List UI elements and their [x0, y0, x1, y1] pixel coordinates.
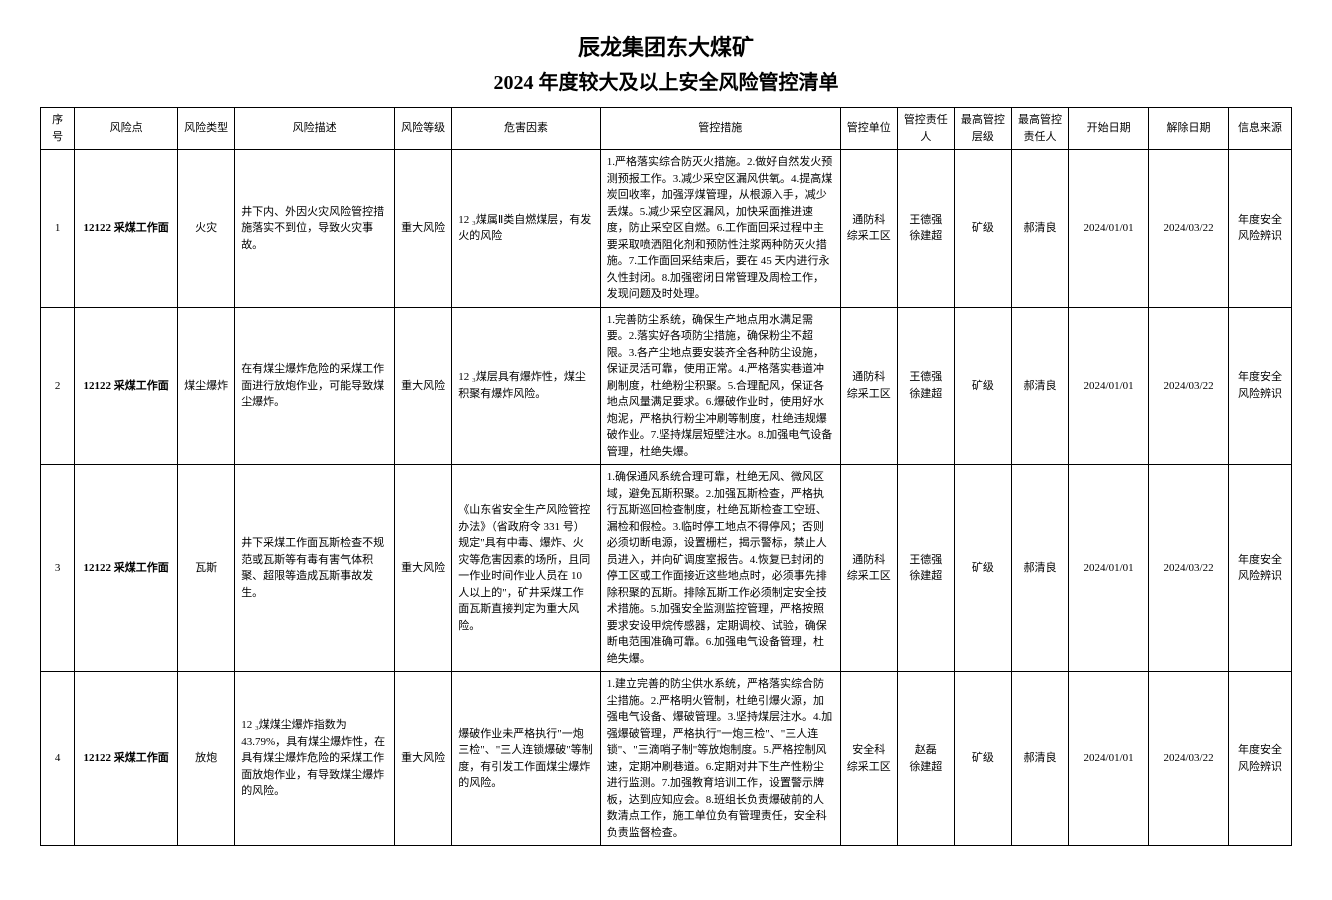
cell-ctrl_level: 矿级: [954, 307, 1011, 465]
cell-type: 煤尘爆炸: [178, 307, 235, 465]
cell-unit: 通防科综采工区: [840, 150, 897, 308]
risk-table: 序号 风险点 风险类型 风险描述 风险等级 危害因素 管控措施 管控单位 管控责…: [40, 107, 1292, 846]
cell-type: 瓦斯: [178, 465, 235, 672]
cell-source: 年度安全风险辨识: [1229, 465, 1292, 672]
cell-person: 王德强徐建超: [897, 150, 954, 308]
cell-point: 12122 采煤工作面: [75, 307, 178, 465]
table-row: 312122 采煤工作面瓦斯井下采煤工作面瓦斯检查不规范或瓦斯等有毒有害气体积聚…: [41, 465, 1292, 672]
cell-person: 赵磊徐建超: [897, 672, 954, 846]
cell-level: 重大风险: [395, 672, 452, 846]
cell-end: 2024/03/22: [1149, 465, 1229, 672]
cell-type: 放炮: [178, 672, 235, 846]
cell-hazard: 《山东省安全生产风险管控办法》（省政府令 331 号）规定"具有中毒、爆炸、火灾…: [452, 465, 601, 672]
header-unit: 管控单位: [840, 108, 897, 150]
cell-measure: 1.确保通风系统合理可靠，杜绝无风、微风区域，避免瓦斯积聚。2.加强瓦斯检查，严…: [600, 465, 840, 672]
cell-ctrl_person: 郝清良: [1011, 672, 1068, 846]
cell-person: 王德强徐建超: [897, 465, 954, 672]
cell-source: 年度安全风险辨识: [1229, 307, 1292, 465]
cell-desc: 12 ₃煤煤尘爆炸指数为 43.79%，具有煤尘爆炸性，在具有煤尘爆炸危险的采煤…: [235, 672, 395, 846]
cell-ctrl_person: 郝清良: [1011, 307, 1068, 465]
cell-measure: 1.建立完善的防尘供水系统，严格落实综合防尘措施。2.严格明火管制，杜绝引爆火源…: [600, 672, 840, 846]
cell-ctrl_person: 郝清良: [1011, 150, 1068, 308]
header-person: 管控责任人: [897, 108, 954, 150]
header-end: 解除日期: [1149, 108, 1229, 150]
cell-point: 12122 采煤工作面: [75, 150, 178, 308]
cell-unit: 通防科综采工区: [840, 307, 897, 465]
table-row: 112122 采煤工作面火灾井下内、外因火灾风险管控措施落实不到位，导致火灾事故…: [41, 150, 1292, 308]
title-main: 辰龙集团东大煤矿: [40, 30, 1292, 62]
header-ctrl-level: 最高管控层级: [954, 108, 1011, 150]
cell-end: 2024/03/22: [1149, 150, 1229, 308]
cell-end: 2024/03/22: [1149, 307, 1229, 465]
cell-point: 12122 采煤工作面: [75, 672, 178, 846]
cell-measure: 1.严格落实综合防灭火措施。2.做好自然发火预测预报工作。3.减少采空区漏风供氧…: [600, 150, 840, 308]
cell-ctrl_level: 矿级: [954, 672, 1011, 846]
cell-unit: 安全科综采工区: [840, 672, 897, 846]
cell-start: 2024/01/01: [1069, 150, 1149, 308]
header-point: 风险点: [75, 108, 178, 150]
header-measure: 管控措施: [600, 108, 840, 150]
header-source: 信息来源: [1229, 108, 1292, 150]
cell-point: 12122 采煤工作面: [75, 465, 178, 672]
cell-source: 年度安全风险辨识: [1229, 150, 1292, 308]
title-sub: 2024 年度较大及以上安全风险管控清单: [40, 66, 1292, 95]
cell-measure: 1.完善防尘系统，确保生产地点用水满足需要。2.落实好各项防尘措施，确保粉尘不超…: [600, 307, 840, 465]
cell-desc: 井下采煤工作面瓦斯检查不规范或瓦斯等有毒有害气体积聚、超限等造成瓦斯事故发生。: [235, 465, 395, 672]
cell-desc: 在有煤尘爆炸危险的采煤工作面进行放炮作业，可能导致煤尘爆炸。: [235, 307, 395, 465]
cell-seq: 4: [41, 672, 75, 846]
cell-start: 2024/01/01: [1069, 465, 1149, 672]
cell-start: 2024/01/01: [1069, 672, 1149, 846]
header-hazard: 危害因素: [452, 108, 601, 150]
header-type: 风险类型: [178, 108, 235, 150]
header-desc: 风险描述: [235, 108, 395, 150]
cell-level: 重大风险: [395, 307, 452, 465]
header-ctrl-person: 最高管控责任人: [1011, 108, 1068, 150]
cell-ctrl_level: 矿级: [954, 465, 1011, 672]
cell-hazard: 12 ₃煤属Ⅱ类自燃煤层，有发火的风险: [452, 150, 601, 308]
cell-seq: 3: [41, 465, 75, 672]
cell-hazard: 爆破作业未严格执行"一炮三检"、"三人连锁爆破"等制度，有引发工作面煤尘爆炸的风…: [452, 672, 601, 846]
header-seq: 序号: [41, 108, 75, 150]
header-level: 风险等级: [395, 108, 452, 150]
cell-source: 年度安全风险辨识: [1229, 672, 1292, 846]
cell-level: 重大风险: [395, 150, 452, 308]
cell-type: 火灾: [178, 150, 235, 308]
cell-desc: 井下内、外因火灾风险管控措施落实不到位，导致火灾事故。: [235, 150, 395, 308]
cell-hazard: 12 ₃煤层具有爆炸性，煤尘积聚有爆炸风险。: [452, 307, 601, 465]
table-header-row: 序号 风险点 风险类型 风险描述 风险等级 危害因素 管控措施 管控单位 管控责…: [41, 108, 1292, 150]
cell-seq: 1: [41, 150, 75, 308]
cell-end: 2024/03/22: [1149, 672, 1229, 846]
cell-seq: 2: [41, 307, 75, 465]
cell-ctrl_level: 矿级: [954, 150, 1011, 308]
header-start: 开始日期: [1069, 108, 1149, 150]
table-row: 212122 采煤工作面煤尘爆炸在有煤尘爆炸危险的采煤工作面进行放炮作业，可能导…: [41, 307, 1292, 465]
cell-person: 王德强徐建超: [897, 307, 954, 465]
cell-start: 2024/01/01: [1069, 307, 1149, 465]
table-row: 412122 采煤工作面放炮12 ₃煤煤尘爆炸指数为 43.79%，具有煤尘爆炸…: [41, 672, 1292, 846]
cell-unit: 通防科综采工区: [840, 465, 897, 672]
cell-level: 重大风险: [395, 465, 452, 672]
cell-ctrl_person: 郝清良: [1011, 465, 1068, 672]
